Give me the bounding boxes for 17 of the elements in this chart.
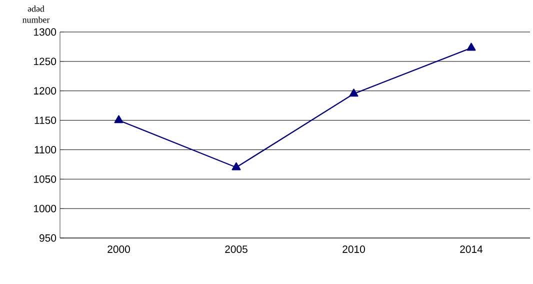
x-tick-label: 2010 [342,246,365,253]
y-tick-label: 1250 [34,58,56,66]
y-tick-label: 1200 [34,87,56,95]
point [466,42,476,51]
point [232,162,241,170]
y-tick-label: 1050 [34,175,56,183]
y-tick-label: 1100 [34,146,56,154]
y-tick-label: 1150 [34,116,56,124]
y-axis-title: ədəd number [22,6,50,23]
y-tick-label: 1000 [34,204,56,212]
point [114,115,124,124]
x-tick-label: 2000 [108,246,130,253]
y-tick-label: 950 [40,234,56,242]
y-tick-label: 1300 [34,28,56,36]
x-tick-label: 2005 [225,246,248,253]
x-tick-label: 2014 [460,246,483,253]
point [349,88,358,97]
